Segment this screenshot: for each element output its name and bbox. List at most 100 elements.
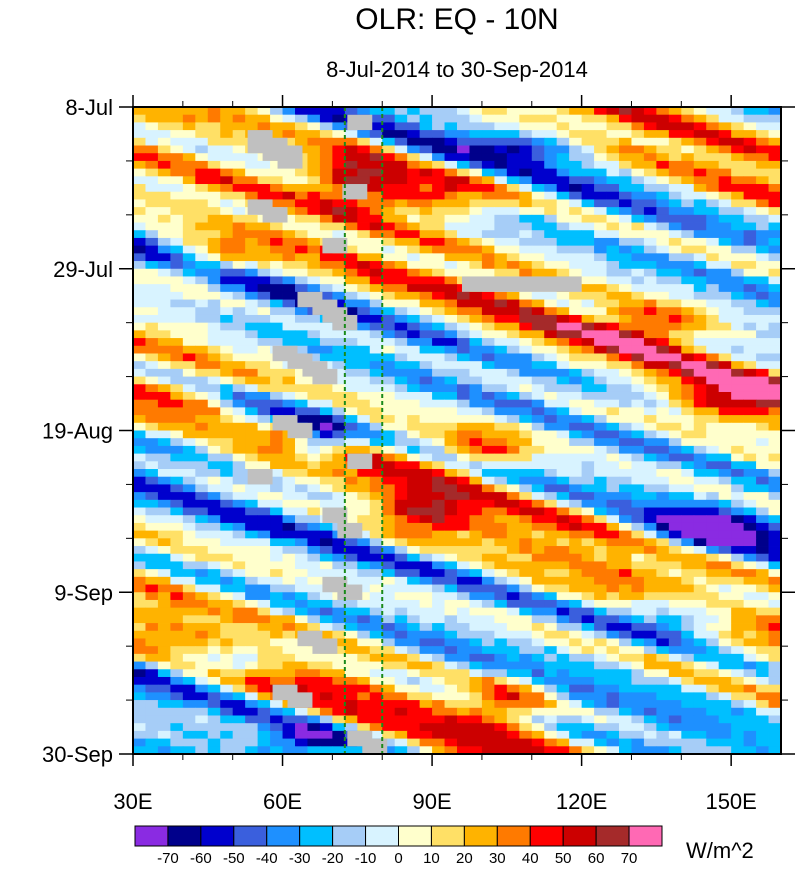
field-cell (668, 538, 682, 547)
field-cell (693, 576, 707, 585)
field-cell (481, 730, 495, 739)
field-cell (257, 684, 271, 693)
field-cell (133, 461, 146, 470)
field-cell (182, 268, 196, 277)
field-cell (756, 314, 769, 324)
field-cell (743, 730, 757, 739)
field-cell (706, 207, 720, 216)
field-cell (157, 553, 171, 562)
field-cell (369, 576, 383, 585)
field-cell (295, 661, 308, 670)
field-cell (731, 700, 745, 709)
field-cell (282, 330, 296, 339)
field-cell (432, 430, 445, 439)
field-cell (519, 168, 533, 177)
field-cell (506, 546, 520, 555)
field-cell (506, 230, 520, 239)
field-cell (619, 569, 632, 578)
field-cell (195, 646, 209, 655)
field-cell (394, 222, 408, 231)
field-cell (357, 345, 371, 354)
field-cell (319, 492, 333, 501)
field-cell (419, 530, 433, 539)
field-cell (157, 584, 171, 593)
field-cell (619, 245, 632, 254)
field-cell (419, 168, 433, 177)
field-cell (594, 399, 607, 408)
field-cell (494, 191, 508, 200)
field-cell (718, 630, 732, 639)
field-cell (170, 630, 184, 639)
field-cell (133, 407, 146, 416)
field-cell (469, 522, 483, 532)
field-cell (706, 299, 720, 308)
field-cell (469, 707, 483, 716)
field-cell (756, 684, 769, 693)
field-cell (706, 700, 720, 709)
field-cell (531, 199, 545, 208)
colorbar-label: 30 (489, 850, 506, 867)
field-cell (481, 399, 495, 408)
field-cell (220, 160, 234, 170)
field-cell (419, 592, 433, 601)
field-cell (133, 630, 146, 639)
field-cell (382, 692, 396, 701)
field-cell (581, 530, 595, 539)
field-cell (207, 661, 221, 670)
field-cell (307, 237, 321, 247)
field-cell (544, 723, 558, 732)
field-cell (668, 261, 682, 270)
field-cell (369, 368, 383, 377)
field-cell (170, 623, 184, 632)
field-cell (245, 322, 259, 331)
field-cell (656, 237, 670, 247)
field-cell (207, 569, 221, 578)
field-cell (170, 476, 184, 485)
field-cell (457, 576, 470, 585)
field-cell (544, 576, 558, 585)
field-cell (569, 107, 583, 116)
field-cell (731, 245, 745, 254)
field-cell (619, 453, 632, 462)
field-cell (307, 499, 321, 508)
field-cell (457, 630, 470, 639)
field-cell (170, 546, 184, 555)
field-cell (718, 661, 732, 670)
field-cell (382, 599, 396, 609)
field-cell (768, 492, 782, 501)
field-cell (344, 291, 358, 300)
field-cell (544, 407, 558, 416)
field-cell (743, 122, 757, 131)
field-cell (157, 338, 171, 347)
field-cell (220, 207, 234, 216)
field-cell (419, 730, 433, 739)
field-cell (768, 284, 782, 293)
field-cell (494, 638, 508, 647)
field-cell (544, 376, 558, 385)
field-cell (481, 114, 495, 123)
field-cell (432, 314, 445, 324)
field-cell (606, 399, 620, 408)
field-cell (631, 107, 645, 116)
field-cell (756, 107, 769, 116)
field-cell (394, 700, 408, 709)
field-cell (157, 445, 171, 454)
field-cell (432, 461, 445, 470)
field-cell (581, 684, 595, 693)
field-cell (768, 430, 782, 439)
field-cell (295, 553, 308, 562)
field-cell (457, 461, 470, 470)
field-cell (357, 723, 371, 732)
field-cell (457, 176, 470, 185)
field-cell (133, 569, 146, 578)
field-cell (369, 653, 383, 662)
field-cell (307, 415, 321, 424)
field-cell (270, 176, 283, 185)
field-cell (282, 445, 296, 454)
field-cell (257, 738, 271, 747)
field-cell (656, 692, 670, 701)
field-cell (619, 184, 632, 193)
field-cell (606, 661, 620, 670)
field-cell (706, 476, 720, 485)
field-cell (756, 430, 769, 439)
